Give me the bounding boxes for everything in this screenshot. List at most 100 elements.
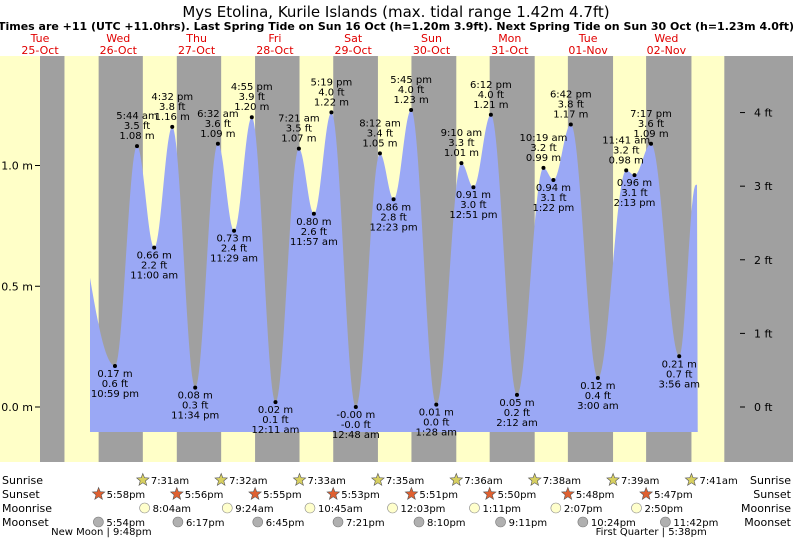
row-label-left-moonrise: Moonrise — [2, 502, 52, 515]
moonrise-time: 10:45am — [318, 504, 363, 515]
day-label-dow: Tue — [30, 32, 50, 45]
moonrise-time: 12:03pm — [401, 504, 446, 515]
left-margin — [0, 56, 40, 462]
sunset-time: 5:47pm — [654, 490, 693, 501]
tide-point — [568, 122, 573, 127]
tide-label-line: 0.7 ft — [666, 369, 692, 380]
moonset-icon — [332, 516, 344, 528]
tide-label-line: 2.2 ft — [141, 261, 167, 272]
tide-point — [624, 168, 629, 173]
tide-label-line: 1.17 m — [553, 109, 588, 120]
sunrise-star-icon — [292, 472, 307, 486]
tide-point — [134, 144, 139, 149]
tide-label-line: -0.0 ft — [341, 420, 371, 431]
tide-label-line: 0.01 m — [419, 408, 454, 419]
tide-label-line: 2.4 ft — [221, 244, 247, 255]
row-label-right-moonrise: Moonrise — [741, 502, 791, 515]
row-label-right-sunset: Sunset — [753, 488, 791, 501]
tide-label-line: 3.2 ft — [530, 143, 556, 154]
moonrise-icon — [221, 502, 233, 514]
sunset-time: 5:51pm — [419, 490, 458, 501]
sunrise-star-icon — [370, 472, 385, 486]
tide-label-line: 3.9 ft — [239, 92, 265, 103]
row-label-left-moonset: Moonset — [2, 516, 49, 529]
sunset-star-icon — [639, 486, 654, 500]
tide-label-line: 3.8 ft — [159, 102, 185, 113]
sunrise-time: 7:39am — [621, 476, 659, 487]
tide-label-line: 3.1 ft — [621, 188, 647, 199]
tide-label-line: 3.4 ft — [367, 128, 393, 139]
tide-label-line: 12:51 pm — [449, 210, 497, 221]
sunset-time: 5:48pm — [576, 490, 615, 501]
high-tide-label: 5:19 pm4.0 ft1.22 m — [311, 77, 353, 108]
tide-label-line: 1.23 m — [394, 95, 429, 106]
tide-point — [488, 112, 493, 117]
tide-point — [595, 376, 600, 381]
sunrise-star-icon — [606, 472, 620, 486]
left-axis-label: 0.0 m — [1, 401, 33, 414]
right-axis-label: 0 ft — [754, 401, 773, 414]
tide-point — [409, 107, 414, 112]
tide-label-line: 2.6 ft — [301, 227, 327, 238]
tide-point — [193, 385, 198, 390]
tide-label-line: -0.00 m — [336, 410, 375, 421]
moonset-icon — [252, 516, 264, 528]
day-label-dow: Wed — [654, 32, 678, 45]
moon-phase-label: New Moon | 9:48pm — [51, 527, 151, 538]
tide-label-line: 4.0 ft — [398, 85, 424, 96]
left-axis-label: 1.0 m — [1, 160, 33, 173]
day-label-dow: Thu — [185, 32, 207, 45]
row-label-left-sunrise: Sunrise — [2, 474, 43, 487]
high-tide-label: 11:41 am3.2 ft0.98 m — [602, 135, 650, 166]
tide-point — [353, 405, 358, 409]
moonrise-time: 8:04am — [153, 504, 191, 515]
tide-label-line: 1.05 m — [362, 138, 397, 149]
moonset-icon — [660, 516, 671, 528]
tide-label-line: 1:28 am — [416, 428, 458, 439]
high-tide-label: 9:10 am3.3 ft1.01 m — [441, 128, 483, 159]
moonset-time: 8:10pm — [427, 518, 466, 529]
tide-label-line: 0.17 m — [97, 369, 132, 380]
tide-label-line: 8:12 am — [359, 118, 401, 129]
day-label-dow: Sun — [421, 32, 442, 45]
high-tide-label: 6:12 pm4.0 ft1.21 m — [470, 80, 512, 111]
right-axis-label: 4 ft — [754, 107, 773, 120]
tide-label-line: 1.20 m — [234, 102, 269, 113]
moonrise-icon — [304, 502, 316, 514]
row-label-right-moonset: Moonset — [744, 516, 791, 529]
chart-subtitle: Times are +11 (UTC +11.0hrs). Last Sprin… — [0, 20, 793, 33]
left-axis-label: 0.5 m — [1, 280, 33, 293]
moonrise-icon — [139, 502, 150, 514]
tide-label-line: 2:13 pm — [614, 198, 656, 209]
high-tide-label: 7:17 pm3.6 ft1.09 m — [630, 109, 672, 140]
tide-label-line: 10:19 am — [520, 133, 568, 144]
moonset-icon — [172, 516, 184, 528]
tide-label-line: 0.99 m — [526, 153, 561, 164]
high-tide-label: 7:21 am3.5 ft1.07 m — [278, 114, 320, 145]
tide-point — [215, 141, 220, 146]
tide-label-line: 0.96 m — [617, 178, 652, 189]
day-label-date: 02-Nov — [647, 44, 687, 57]
sunset-time: 5:53pm — [341, 490, 380, 501]
high-tide-label: 10:19 am3.2 ft0.99 m — [520, 133, 568, 164]
tide-label-line: 0.66 m — [137, 251, 172, 262]
tide-label-line: 0.08 m — [178, 391, 213, 402]
moonset-icon — [93, 516, 104, 528]
tide-label-line: 11:29 am — [210, 254, 258, 265]
tide-label-line: 4:55 pm — [231, 82, 273, 93]
right-axis-label: 3 ft — [754, 180, 773, 193]
sunrise-star-icon — [527, 472, 542, 486]
tide-label-line: 1.09 m — [633, 129, 668, 140]
tide-label-line: 7:21 am — [278, 114, 320, 125]
tide-label-line: 1.22 m — [314, 97, 349, 108]
high-tide-label: 6:42 pm3.8 ft1.17 m — [550, 89, 592, 120]
tide-point — [311, 211, 316, 216]
tide-point — [434, 402, 439, 407]
moonrise-time: 9:24am — [235, 504, 273, 515]
tide-label-line: 4:32 pm — [151, 92, 193, 103]
day-label-dow: Sat — [344, 32, 363, 45]
low-tide-label: 0.01 m0.0 ft1:28 am — [416, 408, 458, 439]
tide-label-line: 4.0 ft — [318, 87, 344, 98]
moonset-time: 9:11pm — [509, 518, 548, 529]
